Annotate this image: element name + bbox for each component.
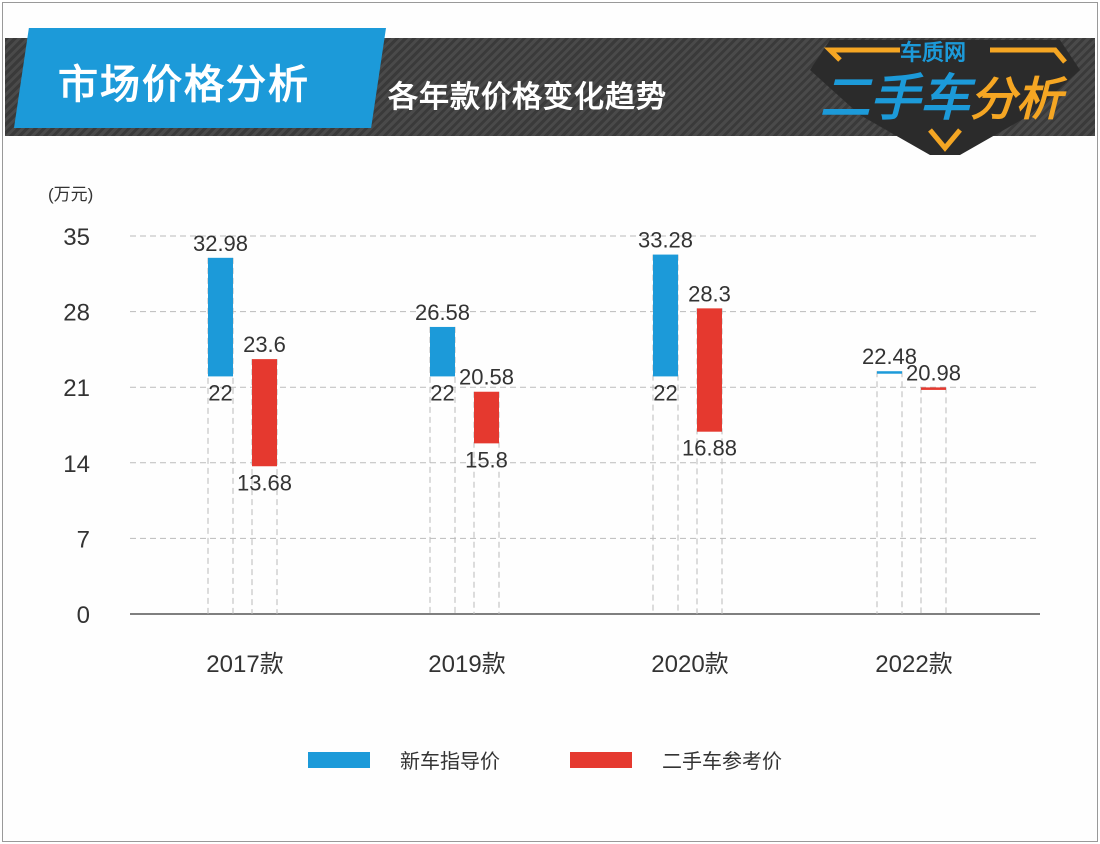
bar-used <box>474 391 499 444</box>
x-tick-label: 2020款 <box>651 651 728 678</box>
y-tick-label: 14 <box>63 451 90 478</box>
bar-used <box>921 387 946 390</box>
y-tick-label: 7 <box>77 526 90 553</box>
legend-item-new: 新车指导价 <box>308 745 500 774</box>
data-label-high: 32.98 <box>193 231 248 256</box>
data-label-high: 20.98 <box>906 360 961 385</box>
logo: 车质网 二手车 分析 <box>810 40 1080 155</box>
header-title: 市场价格分析 <box>58 63 310 107</box>
data-label-low: 15.8 <box>465 447 508 472</box>
x-tick-label: 2017款 <box>206 651 283 678</box>
legend-label-used: 二手车参考价 <box>662 751 782 773</box>
data-label-low: 22 <box>430 380 454 405</box>
y-tick-label: 21 <box>63 375 90 402</box>
bar-used <box>697 308 722 432</box>
data-label-low: 22 <box>208 380 232 405</box>
data-label-high: 26.58 <box>415 300 470 325</box>
data-label-low: 13.68 <box>237 470 292 495</box>
legend-swatch-new <box>308 751 370 768</box>
y-tick-label: 28 <box>63 300 90 327</box>
bar-new <box>430 326 455 377</box>
data-label-high: 28.3 <box>688 281 731 306</box>
svg-text:车质网: 车质网 <box>900 40 966 66</box>
data-label-high: 33.28 <box>638 228 693 253</box>
y-tick-label: 35 <box>63 224 90 251</box>
unit-label: (万元) <box>48 185 93 204</box>
x-tick-label: 2019款 <box>428 651 505 678</box>
svg-text:二手车: 二手车 <box>820 69 976 127</box>
svg-text:分析: 分析 <box>970 72 1068 126</box>
title-box <box>14 28 386 128</box>
bar-new <box>653 254 678 377</box>
data-label-low: 16.88 <box>682 436 737 461</box>
data-label-low: 22 <box>653 380 677 405</box>
data-label-high: 23.6 <box>243 332 286 357</box>
header-subtitle: 各年款价格变化趋势 <box>388 81 667 114</box>
data-label-high: 22.48 <box>862 344 917 369</box>
legend-swatch-used <box>570 751 632 768</box>
bar-used <box>252 359 277 467</box>
bar-new <box>877 371 902 374</box>
legend-item-used: 二手车参考价 <box>570 745 782 774</box>
bar-new <box>208 257 233 377</box>
legend-label-new: 新车指导价 <box>400 751 500 773</box>
y-tick-label: 0 <box>77 602 90 629</box>
x-tick-label: 2022款 <box>875 651 952 678</box>
data-label-high: 20.58 <box>459 365 514 390</box>
